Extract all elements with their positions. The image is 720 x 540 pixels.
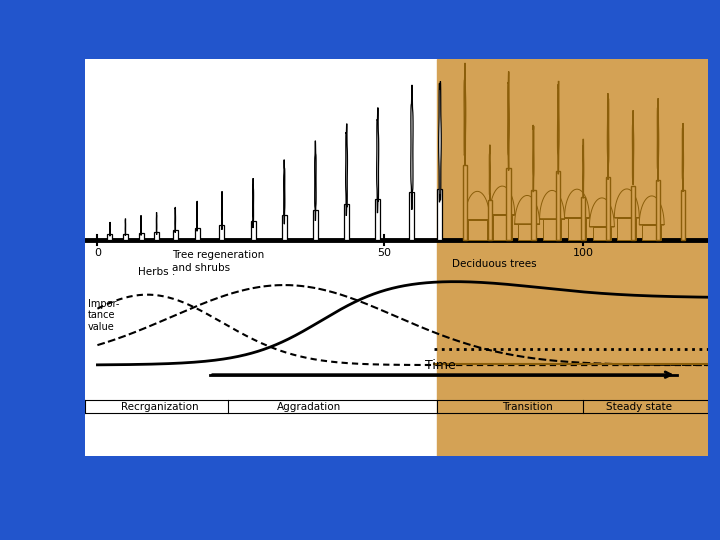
Polygon shape: [593, 227, 611, 240]
Polygon shape: [606, 177, 611, 240]
Circle shape: [94, 76, 163, 127]
Polygon shape: [438, 82, 441, 202]
Polygon shape: [556, 171, 560, 240]
Polygon shape: [506, 168, 510, 240]
Polygon shape: [154, 232, 159, 240]
Text: Stand Establishment: Stand Establishment: [160, 425, 282, 438]
Polygon shape: [114, 85, 143, 117]
Text: Impor-
tance
value: Impor- tance value: [88, 299, 120, 332]
Polygon shape: [313, 210, 318, 240]
Polygon shape: [533, 125, 534, 192]
Text: 100: 100: [572, 248, 594, 258]
Polygon shape: [639, 196, 664, 225]
Polygon shape: [656, 180, 660, 240]
Polygon shape: [173, 230, 178, 240]
Text: 🌳: 🌳: [596, 84, 608, 103]
Polygon shape: [377, 107, 379, 213]
Polygon shape: [557, 81, 559, 174]
Polygon shape: [590, 198, 614, 227]
Polygon shape: [464, 63, 466, 166]
Polygon shape: [123, 233, 128, 240]
Polygon shape: [564, 189, 590, 218]
Polygon shape: [642, 225, 661, 240]
Bar: [85, 59, 437, 456]
Polygon shape: [463, 165, 467, 240]
Text: Deciduous trees: Deciduous trees: [452, 259, 537, 269]
Bar: [156, 111, 428, 416]
Polygon shape: [631, 186, 635, 240]
Text: Herbs .: Herbs .: [138, 267, 175, 277]
Text: Old Growth: Old Growth: [481, 425, 547, 438]
Polygon shape: [438, 190, 443, 240]
Polygon shape: [344, 204, 349, 240]
Text: RESEARCH STATION: RESEARCH STATION: [571, 106, 633, 111]
Text: and shrubs: and shrubs: [172, 262, 230, 273]
Polygon shape: [515, 195, 539, 224]
Text: Understory Reinitiation: Understory Reinitiation: [405, 425, 542, 438]
Polygon shape: [468, 220, 487, 240]
Text: Steady state: Steady state: [606, 402, 672, 411]
Polygon shape: [375, 199, 380, 240]
Circle shape: [96, 77, 161, 125]
Bar: [437, 59, 708, 456]
Polygon shape: [284, 160, 285, 224]
Bar: [567, 73, 636, 121]
Text: Stem Exclusion: Stem Exclusion: [252, 425, 342, 438]
Polygon shape: [582, 139, 584, 198]
Polygon shape: [618, 218, 636, 240]
Text: After Kimmins 1987, Oliver and Larson  1990: After Kimmins 1987, Oliver and Larson 19…: [160, 439, 426, 452]
Polygon shape: [543, 219, 562, 240]
Text: 50: 50: [377, 248, 391, 258]
Text: Tree regeneration: Tree regeneration: [172, 250, 264, 260]
Polygon shape: [138, 233, 143, 240]
Polygon shape: [657, 98, 659, 181]
Text: 🌲: 🌲: [125, 106, 131, 116]
Polygon shape: [632, 110, 634, 185]
Polygon shape: [539, 191, 564, 219]
Text: US: US: [116, 97, 140, 112]
Polygon shape: [490, 186, 515, 215]
Polygon shape: [346, 124, 348, 216]
Polygon shape: [465, 191, 490, 220]
Polygon shape: [251, 221, 256, 240]
Polygon shape: [680, 190, 685, 240]
Polygon shape: [493, 215, 512, 240]
Polygon shape: [531, 190, 536, 240]
Polygon shape: [487, 200, 492, 240]
Text: Northern: Northern: [579, 99, 625, 109]
Polygon shape: [107, 234, 112, 240]
Polygon shape: [315, 141, 316, 221]
Polygon shape: [581, 197, 585, 240]
Text: 0: 0: [94, 248, 101, 258]
Polygon shape: [518, 224, 536, 240]
Polygon shape: [614, 189, 639, 218]
Polygon shape: [411, 85, 413, 210]
Bar: [428, 111, 639, 416]
Polygon shape: [282, 215, 287, 240]
Polygon shape: [220, 225, 225, 240]
Polygon shape: [194, 228, 199, 240]
Text: USDA FOREST SERVICE: USDA FOREST SERVICE: [573, 113, 630, 118]
Polygon shape: [508, 71, 509, 171]
Text: Transition: Transition: [502, 402, 552, 411]
Text: Aggradation: Aggradation: [277, 402, 341, 411]
Text: Recrganization: Recrganization: [121, 402, 199, 411]
Polygon shape: [410, 192, 415, 240]
Text: Stand development: Stand development: [140, 74, 598, 116]
Polygon shape: [567, 218, 586, 240]
Text: Time: Time: [425, 359, 455, 372]
